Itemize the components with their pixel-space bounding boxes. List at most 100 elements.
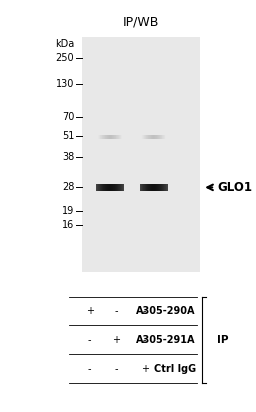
Text: -: - [143, 335, 146, 345]
Bar [163, 135, 164, 139]
Bar [149, 184, 150, 191]
Bar [165, 184, 166, 191]
Bar [147, 184, 148, 191]
Bar [154, 184, 155, 191]
Bar [143, 184, 144, 191]
Bar [119, 135, 120, 139]
Bar [99, 135, 100, 139]
Bar [116, 184, 117, 191]
Text: -: - [143, 306, 146, 316]
Bar [166, 184, 167, 191]
Bar [143, 135, 144, 139]
Text: 28: 28 [62, 183, 74, 192]
Text: +: + [112, 335, 121, 345]
Bar [165, 135, 166, 139]
Bar [159, 184, 160, 191]
Text: A305-291A: A305-291A [136, 335, 196, 345]
Bar [101, 135, 102, 139]
Bar [160, 135, 161, 139]
Text: A305-290A: A305-290A [136, 306, 196, 316]
Bar [164, 184, 165, 191]
Bar [108, 135, 109, 139]
Bar [104, 135, 105, 139]
Bar [119, 184, 120, 191]
Bar [97, 184, 98, 191]
Bar [117, 135, 118, 139]
Bar [151, 135, 152, 139]
Text: GLO1: GLO1 [218, 181, 253, 194]
Bar [99, 184, 100, 191]
Bar [112, 184, 113, 191]
Bar [159, 135, 160, 139]
Bar [158, 184, 159, 191]
Bar [150, 135, 151, 139]
Bar [144, 184, 145, 191]
Text: Ctrl IgG: Ctrl IgG [154, 364, 196, 374]
Bar [100, 184, 101, 191]
Bar [112, 135, 113, 139]
Bar [102, 184, 103, 191]
Bar [156, 184, 157, 191]
Bar [107, 184, 108, 191]
Bar [161, 135, 162, 139]
Text: 250: 250 [56, 53, 74, 63]
Text: 16: 16 [62, 220, 74, 230]
Bar [109, 135, 110, 139]
Bar [154, 135, 155, 139]
Bar [142, 135, 143, 139]
Bar [140, 184, 141, 191]
Bar [146, 135, 147, 139]
Bar [111, 135, 112, 139]
Bar [167, 184, 168, 191]
Bar [164, 135, 165, 139]
Bar [115, 135, 116, 139]
Bar [155, 135, 156, 139]
Bar [106, 135, 107, 139]
Bar [100, 135, 101, 139]
Bar [162, 135, 163, 139]
Bar [108, 184, 109, 191]
Bar [141, 184, 142, 191]
Bar [151, 184, 152, 191]
Bar [141, 135, 142, 139]
Bar [120, 184, 121, 191]
Bar [153, 184, 154, 191]
Bar [116, 135, 117, 139]
Bar [118, 184, 119, 191]
Bar [148, 184, 149, 191]
Bar [153, 135, 154, 139]
Bar [109, 184, 110, 191]
Bar [117, 184, 118, 191]
Bar [162, 184, 163, 191]
Text: 38: 38 [62, 152, 74, 162]
Bar [106, 184, 107, 191]
Bar [115, 184, 116, 191]
Bar [157, 135, 158, 139]
Bar [114, 184, 115, 191]
Bar [160, 184, 161, 191]
Bar [107, 135, 108, 139]
Bar [163, 184, 164, 191]
Bar [122, 184, 123, 191]
Bar [110, 135, 111, 139]
Bar [149, 135, 150, 139]
Bar [145, 135, 146, 139]
Bar [104, 184, 105, 191]
Bar [142, 184, 143, 191]
Bar [147, 135, 148, 139]
Text: -: - [88, 335, 91, 345]
Bar [82, 37, 200, 272]
Bar [158, 135, 159, 139]
Text: -: - [115, 364, 118, 374]
Bar [102, 135, 103, 139]
Text: 70: 70 [62, 112, 74, 122]
Bar [103, 184, 104, 191]
Text: -: - [88, 364, 91, 374]
Text: +: + [86, 306, 94, 316]
Text: 51: 51 [62, 131, 74, 141]
Text: IP: IP [217, 335, 228, 345]
Bar [148, 135, 149, 139]
Bar [105, 184, 106, 191]
Text: IP/WB: IP/WB [123, 16, 159, 29]
Bar [157, 184, 158, 191]
